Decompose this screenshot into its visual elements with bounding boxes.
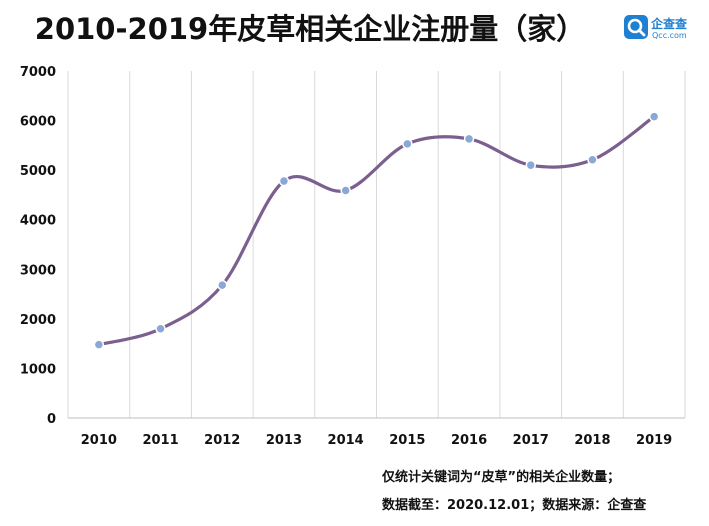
x-tick-label: 2019 bbox=[636, 433, 672, 448]
y-tick-label: 1000 bbox=[20, 362, 56, 377]
data-point bbox=[93, 339, 105, 350]
y-tick-label: 4000 bbox=[20, 214, 56, 229]
footnote-source: 数据截至：2020.12.01；数据来源：企查查 bbox=[382, 498, 647, 513]
x-tick-label: 2014 bbox=[328, 433, 364, 448]
x-tick-label: 2015 bbox=[389, 433, 425, 448]
y-tick-label: 0 bbox=[47, 412, 56, 427]
qichacha-logo-icon bbox=[624, 15, 648, 39]
x-tick-label: 2018 bbox=[574, 433, 610, 448]
logo-domain: Qcc.com bbox=[652, 31, 687, 40]
y-tick-label: 2000 bbox=[20, 313, 56, 328]
x-tick-label: 2017 bbox=[513, 433, 549, 448]
y-tick-label: 7000 bbox=[20, 65, 56, 80]
y-tick-label: 3000 bbox=[20, 263, 56, 278]
data-point bbox=[155, 323, 166, 335]
data-point bbox=[525, 159, 536, 171]
data-point bbox=[340, 185, 351, 196]
data-point bbox=[217, 279, 228, 291]
data-point bbox=[278, 175, 290, 187]
y-tick-label: 6000 bbox=[20, 115, 56, 130]
x-tick-label: 2010 bbox=[81, 433, 117, 448]
data-point bbox=[402, 138, 413, 150]
x-tick-label: 2016 bbox=[451, 433, 487, 448]
x-tick-label: 2012 bbox=[204, 433, 240, 448]
footnote-scope: 仅统计关键词为“皮草”的相关企业数量； bbox=[382, 470, 621, 485]
x-tick-label: 2013 bbox=[266, 433, 302, 448]
data-point bbox=[463, 133, 475, 145]
data-point bbox=[648, 111, 660, 122]
x-tick-label: 2011 bbox=[142, 433, 178, 448]
chart-title: 2010-2019年皮草相关企业注册量（家） bbox=[34, 12, 586, 46]
qichacha-logo: 企查查 Qcc.com bbox=[624, 13, 706, 47]
logo-name: 企查查 bbox=[651, 17, 688, 31]
series-line bbox=[97, 115, 656, 347]
y-tick-label: 5000 bbox=[20, 164, 56, 179]
data-point bbox=[587, 154, 598, 165]
